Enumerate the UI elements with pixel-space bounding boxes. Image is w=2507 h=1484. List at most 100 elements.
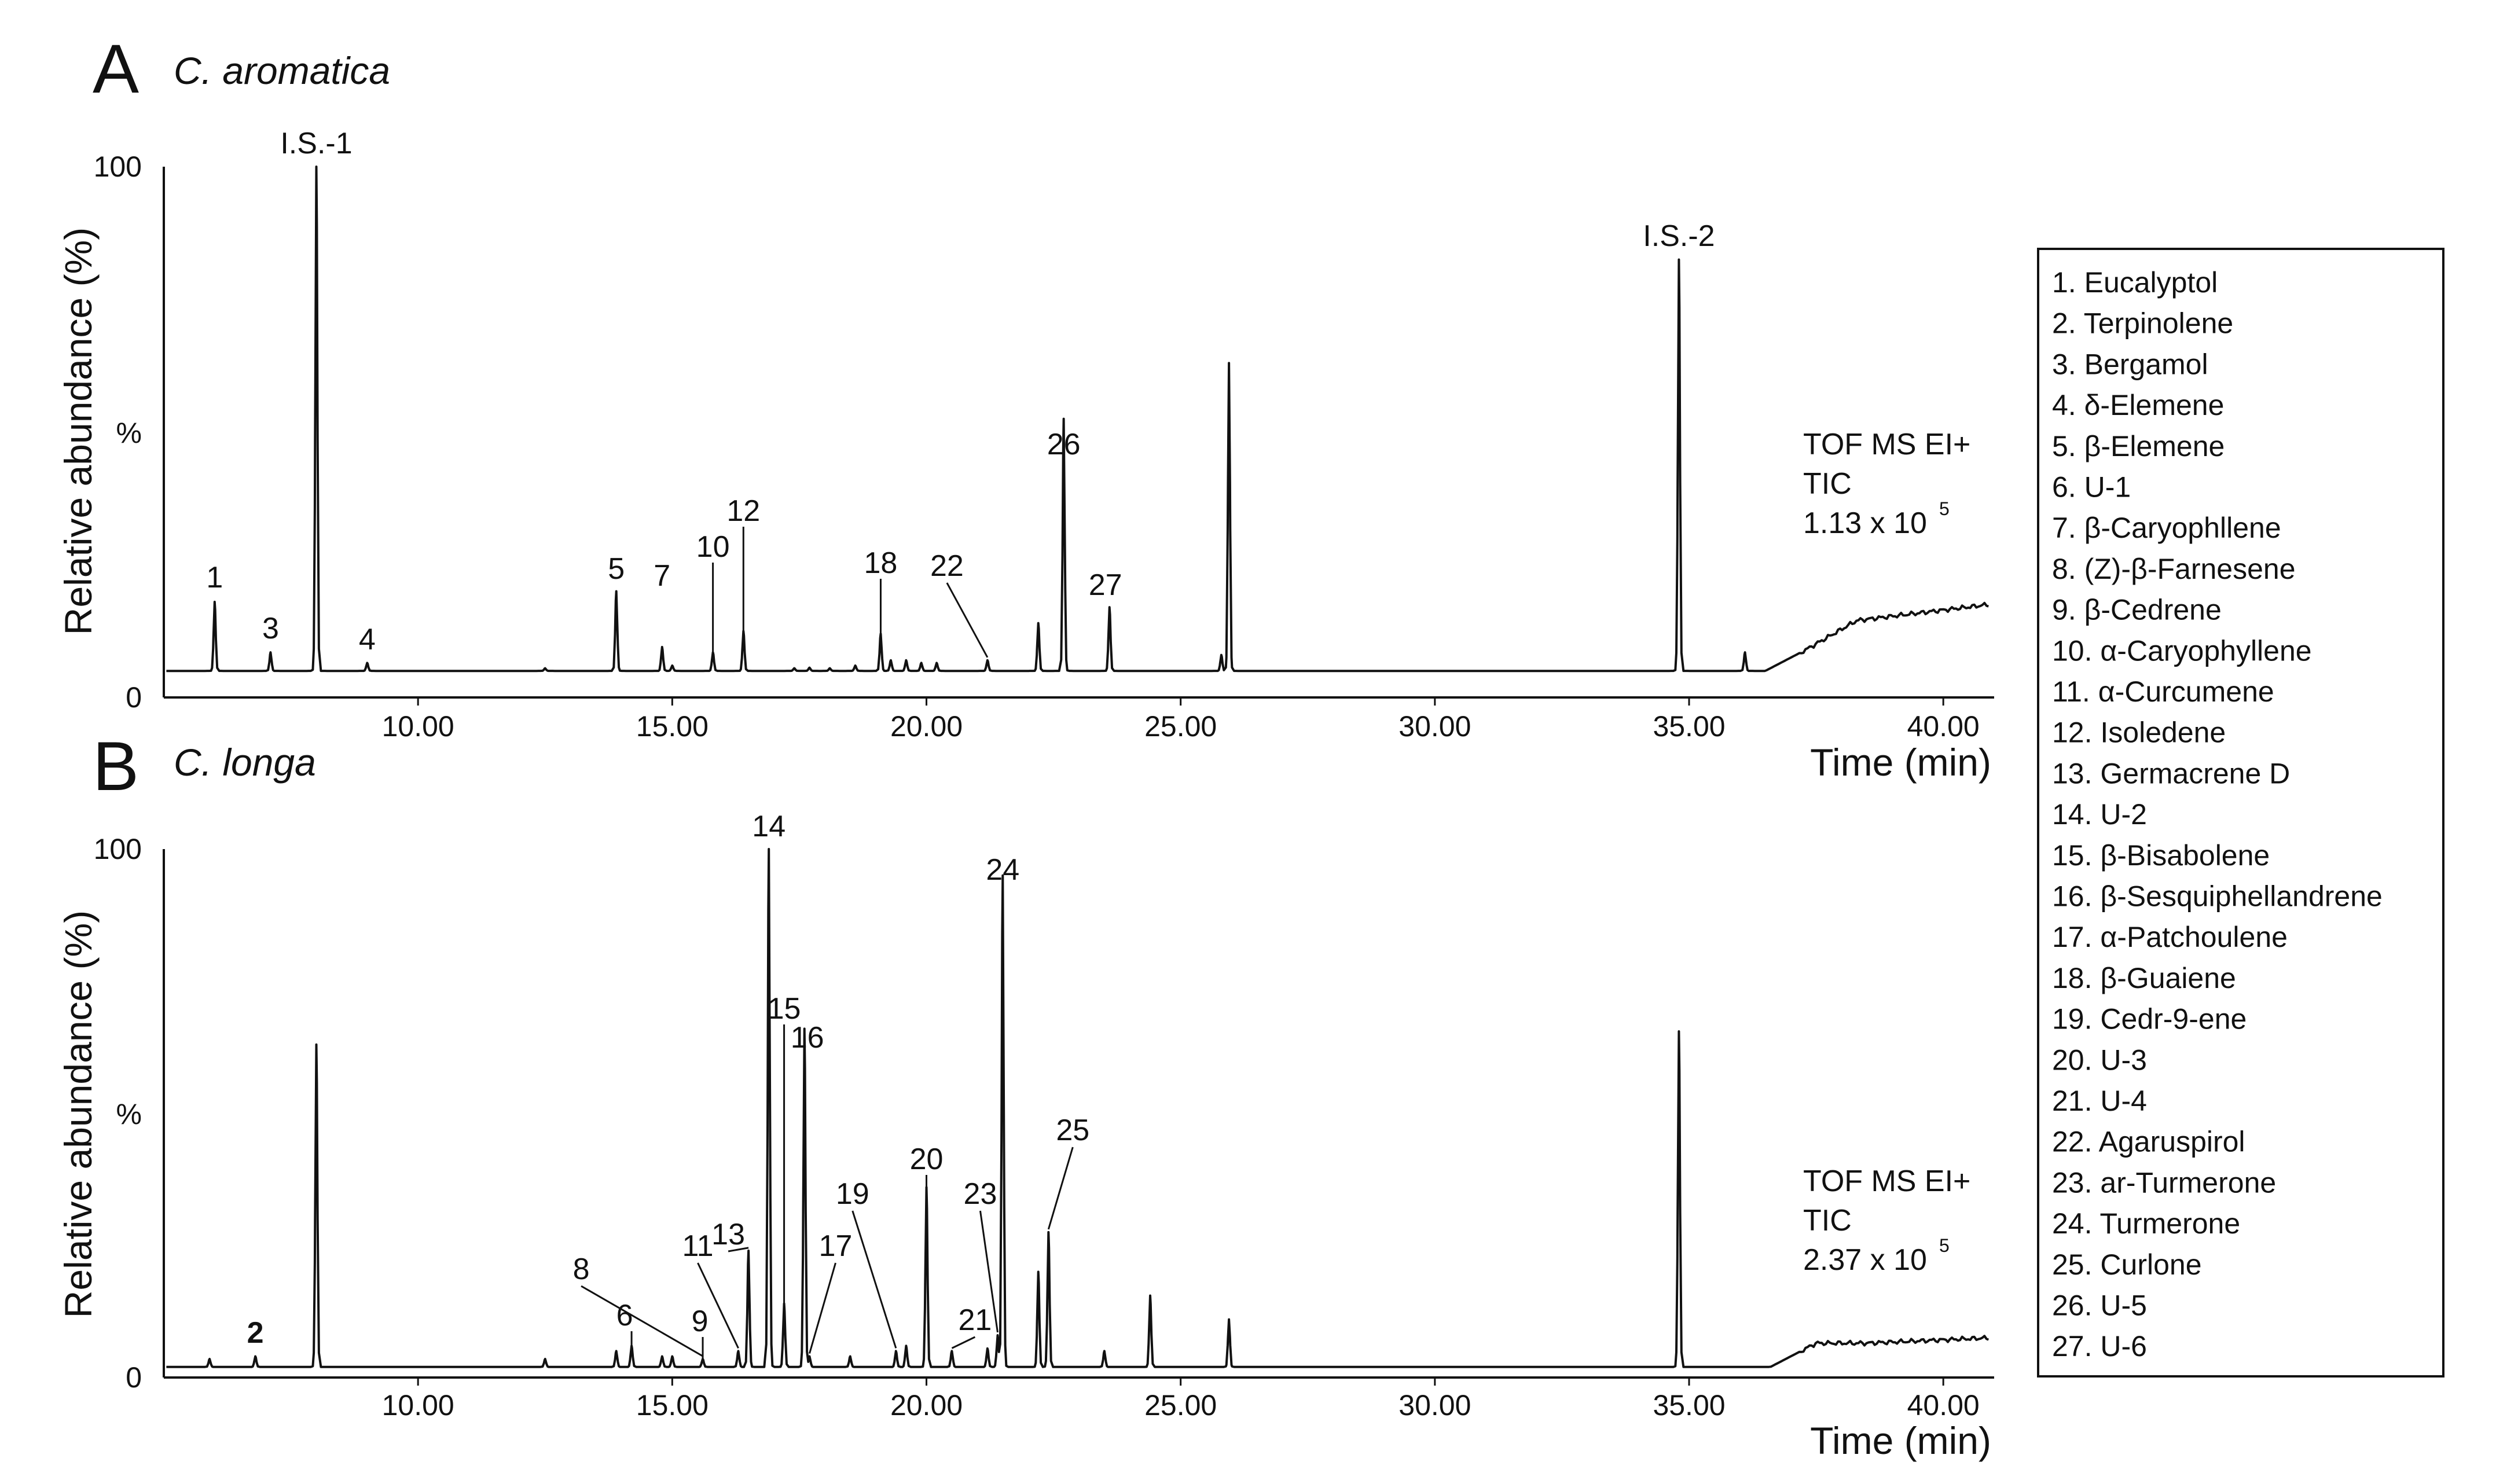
- panel-b-title: C. longa: [174, 741, 316, 784]
- panel-b-chromatogram: B C. longa Relative abundance (%) Time (…: [57, 728, 1994, 1462]
- x-tick-label: 20.00: [890, 1389, 963, 1421]
- legend-item: 27. U-6: [2052, 1330, 2147, 1362]
- peak-label: 24: [986, 853, 1019, 887]
- panel-a-x-axis-title: Time (min): [1810, 741, 1991, 784]
- peak-label: 5: [608, 552, 625, 586]
- legend-item: 11. α-Curcumene: [2052, 675, 2274, 708]
- peak-label: 1: [206, 561, 223, 594]
- x-tick-label: 20.00: [890, 710, 963, 743]
- peak-label: 3: [262, 612, 279, 645]
- legend-item: 9. β-Cedrene: [2052, 594, 2222, 626]
- peak-leader-line: [979, 1210, 999, 1333]
- peak-label: 7: [654, 559, 670, 593]
- legend-item: 2. Terpinolene: [2052, 307, 2233, 340]
- panel-a-y-tick-100: 100: [94, 150, 142, 183]
- legend-item: 12. Isoledene: [2052, 717, 2226, 749]
- peak-label: 25: [1056, 1114, 1089, 1147]
- legend-item: 19. Cedr-9-ene: [2052, 1003, 2247, 1035]
- panel-a-y-tick-0: 0: [126, 681, 142, 714]
- x-tick-label: 30.00: [1399, 1389, 1471, 1421]
- legend-item: 18. β-Guaiene: [2052, 962, 2236, 994]
- panel-a-y-axis-title: Relative abundance (%): [57, 227, 100, 635]
- peak-label: 22: [930, 549, 964, 583]
- peak-label: 15: [768, 992, 801, 1026]
- peak-label: 10: [696, 530, 730, 564]
- legend-item: 25. Curlone: [2052, 1248, 2202, 1281]
- panel-b-letter: B: [93, 728, 139, 805]
- peak-label: 21: [958, 1303, 992, 1337]
- x-tick-label: 15.00: [636, 710, 709, 743]
- x-tick-label: 35.00: [1653, 1389, 1725, 1421]
- x-tick-label: 25.00: [1144, 1389, 1217, 1421]
- legend-item: 6. U-1: [2052, 471, 2131, 504]
- panel-b-chromatogram-trace: [166, 848, 1990, 1368]
- panel-b-annotation-exponent: 5: [1939, 1235, 1950, 1256]
- x-tick-label: 10.00: [382, 710, 454, 743]
- legend-item: 21. U-4: [2052, 1085, 2147, 1117]
- peak-leader-line: [951, 1336, 976, 1349]
- x-tick-label: 40.00: [1907, 1389, 1980, 1421]
- peak-label: 8: [573, 1252, 590, 1286]
- panel-a-chromatogram: A C. aromatica Relative abundance (%) Ti…: [57, 30, 1994, 784]
- legend-item: 26. U-5: [2052, 1290, 2147, 1322]
- panel-b-annotation-intensity: 2.37 x 10: [1803, 1243, 1927, 1277]
- panel-a-x-tick-labels: 10.00 15.00 20.00 25.00 30.00 35.00 40.00: [382, 697, 1980, 743]
- peak-leader-line: [946, 582, 989, 658]
- legend-item: 24. Turmerone: [2052, 1207, 2240, 1240]
- peak-label: 2: [247, 1316, 264, 1350]
- peak-label: 17: [819, 1229, 853, 1263]
- peak-label: I.S.-1: [280, 127, 352, 160]
- x-tick-label: 35.00: [1653, 710, 1725, 743]
- peak-leader-line: [581, 1285, 703, 1357]
- legend-item: 13. Germacrene D: [2052, 757, 2290, 789]
- peak-label: I.S.-2: [1643, 219, 1715, 253]
- legend-item: 16. β-Sesquiphellandrene: [2052, 880, 2383, 913]
- legend-item: 1. Eucalyptol: [2052, 266, 2218, 299]
- panel-b-y-tick-percent: %: [116, 1098, 142, 1130]
- peak-label: 27: [1089, 568, 1122, 602]
- x-tick-label: 25.00: [1144, 710, 1217, 743]
- peak-label: 6: [616, 1299, 633, 1332]
- panel-b-y-axis-title: Relative abundance (%): [57, 910, 100, 1318]
- legend-item: 7. β-Caryophllene: [2052, 512, 2281, 544]
- peak-label: 11: [682, 1229, 714, 1263]
- panel-b-y-tick-0: 0: [126, 1361, 142, 1394]
- peak-leader-line: [851, 1210, 897, 1349]
- panel-a-letter: A: [93, 30, 139, 108]
- legend-item: 15. β-Bisabolene: [2052, 839, 2270, 872]
- panel-a-annotation-mode: TOF MS EI+: [1803, 428, 1970, 461]
- peak-leader-line: [697, 1262, 739, 1349]
- legend-item: 23. ar-Turmerone: [2052, 1166, 2276, 1199]
- legend-item: 3. Bergamol: [2052, 348, 2208, 380]
- peak-label: 19: [836, 1177, 869, 1211]
- panel-b-y-tick-100: 100: [94, 833, 142, 865]
- peak-leader-line: [1047, 1147, 1074, 1230]
- peak-label: 14: [752, 810, 785, 843]
- panel-a-annotation-exponent: 5: [1939, 498, 1950, 519]
- peak-label: 20: [910, 1143, 944, 1176]
- peak-label: 9: [692, 1305, 709, 1338]
- peak-label: 16: [791, 1021, 824, 1055]
- panel-b-x-axis-title: Time (min): [1810, 1419, 1991, 1462]
- legend-item: 10. α-Caryophyllene: [2052, 634, 2312, 667]
- panel-b-x-tick-labels: 10.00 15.00 20.00 25.00 30.00 35.00 40.00: [382, 1378, 1980, 1421]
- legend-item: 8. (Z)-β-Farnesene: [2052, 553, 2296, 585]
- panel-a-instrument-annotation: TOF MS EI+ TIC 1.13 x 10 5: [1803, 428, 1970, 540]
- panel-a-title: C. aromatica: [174, 49, 390, 92]
- peak-label: 23: [964, 1177, 997, 1211]
- panel-b-annotation-mode: TOF MS EI+: [1803, 1165, 1970, 1198]
- legend-item: 20. U-3: [2052, 1044, 2147, 1076]
- x-tick-label: 30.00: [1399, 710, 1471, 743]
- x-tick-label: 10.00: [382, 1389, 454, 1421]
- legend-item: 17. α-Patchoulene: [2052, 921, 2288, 953]
- panel-b-annotation-tic: TIC: [1803, 1204, 1852, 1237]
- legend-item: 5. β-Elemene: [2052, 430, 2225, 462]
- peak-label: 18: [864, 546, 898, 580]
- legend-box: [2037, 248, 2444, 1378]
- peak-label: 26: [1047, 428, 1081, 461]
- peak-leader-line: [728, 1247, 749, 1252]
- peak-label: 4: [359, 623, 376, 656]
- legend-item: 4. δ-Elemene: [2052, 389, 2224, 421]
